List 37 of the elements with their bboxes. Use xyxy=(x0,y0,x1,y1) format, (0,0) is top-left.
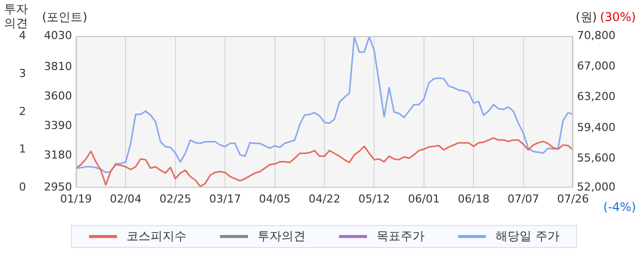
y-tick-label: 3600 xyxy=(44,89,72,102)
y3-tick-label: 3 xyxy=(19,66,26,80)
y3-tick-label: 1 xyxy=(19,142,26,156)
y-tick-label: 3810 xyxy=(44,60,72,73)
x-tick-label: 02/25 xyxy=(160,192,192,206)
y2-tick-label: 67,000 xyxy=(577,60,616,73)
y3-tick-label: 0 xyxy=(19,180,26,194)
x-tick-label: 03/17 xyxy=(209,192,241,206)
legend-label: 목표주가 xyxy=(376,228,425,245)
x-tick-label: 06/18 xyxy=(458,192,490,206)
y3-tick-label: 2 xyxy=(19,104,26,118)
y2-tick-label: 70,800 xyxy=(577,28,616,42)
y2-tick-label: 55,600 xyxy=(577,152,616,165)
y-tick-label: 2950 xyxy=(44,180,72,194)
y3-tick-label: 4 xyxy=(19,28,26,42)
y2-axis-title: (원) xyxy=(576,10,597,24)
y2-tick-label: 63,200 xyxy=(577,90,616,104)
legend-label: 투자의견 xyxy=(258,228,306,245)
y-axis-title: (포인트) xyxy=(42,10,88,24)
x-tick-label: 07/07 xyxy=(507,192,540,206)
y3-axis-title: 투자의견 xyxy=(4,2,28,30)
legend-label: 해당일 주가 xyxy=(496,228,560,245)
y2-tick-label: 59,400 xyxy=(577,120,616,134)
y-tick-label: 3180 xyxy=(44,148,72,162)
x-tick-label: 05/12 xyxy=(358,192,390,206)
text: (-4%) xyxy=(603,200,636,214)
legend-label: 코스피지수 xyxy=(126,228,187,245)
y2-tick-label: 52,000 xyxy=(577,180,616,194)
text: (30%) xyxy=(600,10,636,24)
x-tick-label: 06/01 xyxy=(408,192,440,206)
x-tick-label: 04/05 xyxy=(258,192,291,206)
y-tick-label: 3390 xyxy=(44,118,72,132)
y-tick-label: 4030 xyxy=(44,28,72,42)
x-tick-label: 02/04 xyxy=(110,192,142,206)
x-tick-label: 01/19 xyxy=(60,192,92,206)
x-tick-label: 07/26 xyxy=(557,192,589,206)
x-tick-label: 04/22 xyxy=(308,192,340,206)
